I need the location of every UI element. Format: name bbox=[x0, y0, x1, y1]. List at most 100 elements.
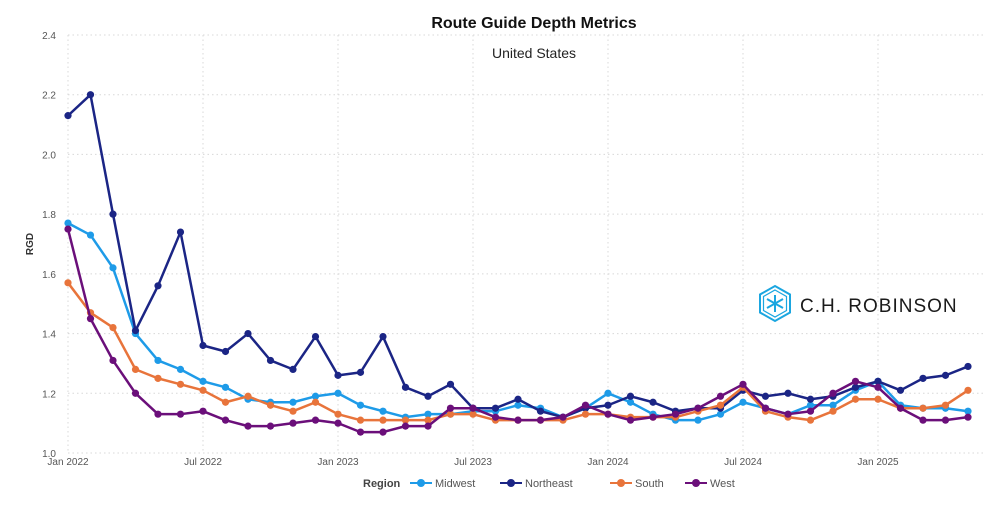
y-axis-label: RGD bbox=[25, 233, 36, 255]
data-point bbox=[64, 225, 72, 233]
data-point bbox=[559, 413, 567, 421]
x-tick-label: Jul 2023 bbox=[454, 457, 492, 468]
chart-subtitle: United States bbox=[492, 45, 576, 61]
legend-marker bbox=[617, 479, 625, 487]
data-point bbox=[424, 410, 432, 418]
data-point bbox=[86, 315, 95, 323]
ch-robinson-logo: C.H. ROBINSON bbox=[759, 284, 958, 323]
logo-text: C.H. ROBINSON bbox=[800, 296, 958, 317]
data-point bbox=[244, 392, 252, 400]
logo-hexagon-icon bbox=[759, 284, 791, 323]
data-point bbox=[739, 380, 747, 388]
data-point bbox=[829, 401, 837, 409]
data-point bbox=[289, 365, 297, 373]
legend-item-south: South bbox=[610, 478, 664, 490]
data-point bbox=[64, 219, 72, 227]
data-point bbox=[761, 404, 770, 412]
data-point bbox=[446, 404, 455, 412]
y-tick-label: 2.4 bbox=[42, 31, 56, 42]
data-point bbox=[311, 332, 320, 341]
y-tick-label: 1.4 bbox=[42, 330, 56, 341]
data-point bbox=[626, 392, 635, 400]
data-point bbox=[64, 279, 72, 287]
data-point bbox=[604, 401, 612, 409]
legend-title: Region bbox=[363, 478, 401, 490]
data-point bbox=[289, 419, 297, 427]
data-point bbox=[199, 341, 207, 350]
y-tick-label: 1.2 bbox=[42, 389, 56, 400]
data-point bbox=[424, 422, 432, 430]
data-point bbox=[356, 416, 365, 424]
series-group bbox=[64, 91, 972, 436]
legend-marker bbox=[692, 479, 700, 487]
data-point bbox=[784, 389, 792, 397]
legend-item-northeast: Northeast bbox=[500, 478, 573, 490]
data-point bbox=[806, 395, 815, 403]
data-point bbox=[131, 365, 140, 373]
data-point bbox=[154, 282, 162, 290]
data-point bbox=[604, 389, 612, 397]
data-point bbox=[739, 398, 747, 406]
data-point bbox=[581, 401, 590, 409]
data-point bbox=[671, 410, 680, 418]
y-tick-label: 2.0 bbox=[42, 150, 56, 161]
data-point bbox=[199, 386, 207, 394]
data-point bbox=[649, 398, 657, 406]
data-point bbox=[356, 401, 365, 409]
data-point bbox=[941, 371, 950, 379]
data-point bbox=[401, 416, 410, 424]
data-point bbox=[829, 407, 837, 415]
data-point bbox=[874, 383, 882, 391]
data-point bbox=[626, 416, 635, 424]
data-point bbox=[694, 404, 702, 412]
data-point bbox=[694, 416, 702, 424]
data-point bbox=[154, 356, 162, 365]
legend-item-midwest: Midwest bbox=[410, 478, 475, 490]
data-point bbox=[649, 413, 657, 421]
data-point bbox=[851, 383, 860, 391]
data-point bbox=[424, 392, 432, 400]
series-west bbox=[64, 225, 972, 436]
data-point bbox=[311, 416, 320, 424]
data-point bbox=[716, 392, 725, 400]
data-point bbox=[109, 210, 117, 218]
data-point bbox=[514, 395, 522, 403]
data-point bbox=[244, 329, 252, 338]
data-point bbox=[941, 416, 950, 424]
data-point bbox=[469, 410, 477, 418]
data-point bbox=[379, 416, 387, 424]
data-point bbox=[874, 377, 882, 385]
data-point bbox=[86, 91, 95, 99]
data-point bbox=[919, 416, 927, 424]
data-point bbox=[311, 392, 320, 400]
x-tick-label: Jan 2024 bbox=[587, 457, 629, 468]
data-point bbox=[334, 371, 342, 379]
data-point bbox=[289, 398, 297, 406]
data-point bbox=[266, 401, 275, 409]
data-point bbox=[964, 386, 972, 394]
data-point bbox=[379, 332, 387, 341]
data-point bbox=[851, 377, 860, 385]
data-point bbox=[109, 324, 117, 332]
data-point bbox=[536, 407, 545, 415]
data-point bbox=[851, 395, 860, 403]
data-point bbox=[356, 368, 365, 376]
data-point bbox=[379, 407, 387, 415]
data-point bbox=[514, 401, 522, 409]
data-point bbox=[109, 356, 117, 365]
data-point bbox=[604, 410, 612, 418]
data-point bbox=[919, 404, 927, 412]
data-point bbox=[716, 401, 725, 409]
data-point bbox=[334, 419, 342, 427]
data-point bbox=[154, 374, 162, 382]
legend-item-west: West bbox=[685, 478, 735, 490]
data-point bbox=[964, 407, 972, 415]
data-point bbox=[131, 389, 140, 397]
data-point bbox=[334, 410, 342, 418]
y-tick-label: 1.6 bbox=[42, 270, 56, 281]
data-point bbox=[221, 398, 230, 406]
legend-marker bbox=[417, 479, 425, 487]
data-point bbox=[334, 389, 342, 397]
data-point bbox=[491, 413, 500, 421]
